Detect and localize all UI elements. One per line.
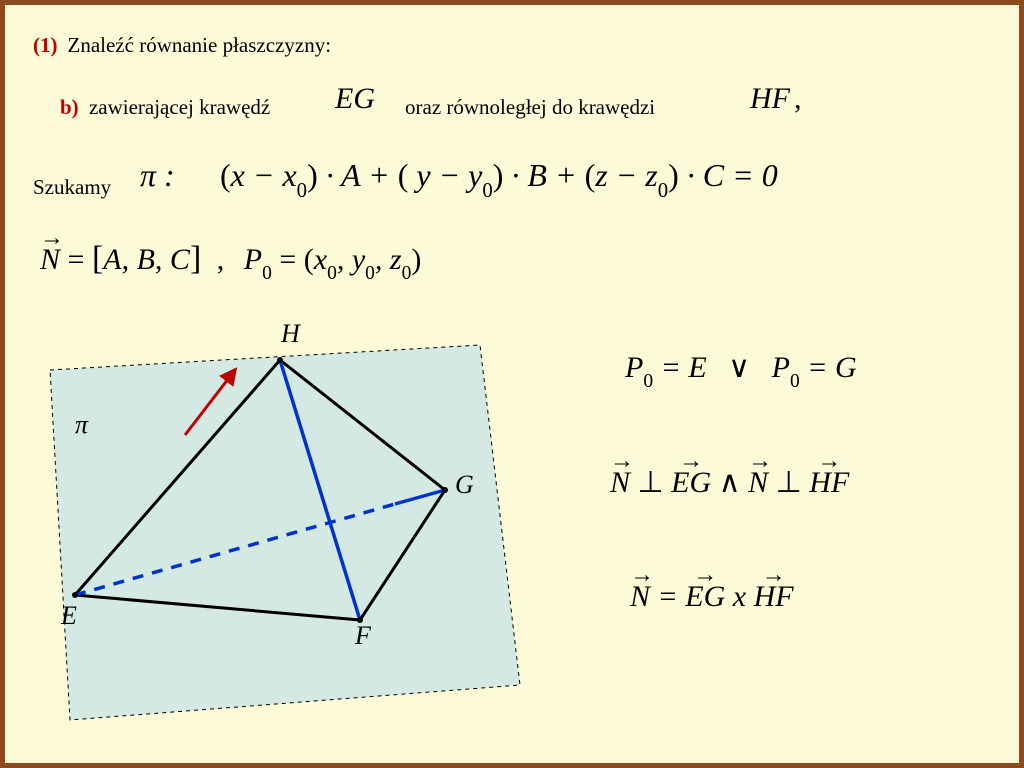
- plane-polygon: [50, 345, 520, 720]
- P0-open: = (: [279, 243, 313, 276]
- sub-label-b: b): [60, 95, 79, 119]
- eq-N-perp: N ⊥ EG ∧ N ⊥ HF: [610, 465, 849, 500]
- eq-sign: =: [68, 243, 92, 276]
- problem-number: (1): [33, 33, 58, 57]
- label-F: F: [355, 621, 371, 651]
- edge-HF: HF,: [750, 82, 802, 116]
- edge-EG: EG: [335, 82, 375, 116]
- vector-N: N: [40, 243, 60, 277]
- label-H: H: [281, 319, 300, 349]
- eq-P0-choice: P0 = E ∨ P0 = G: [625, 350, 857, 390]
- vector-and-point-line: N = [A, B, C] , P0 = (x0, y0, z0): [40, 240, 421, 282]
- problem-number-row: (1) Znaleźć równanie płaszczyzny:: [33, 33, 331, 58]
- slide-frame: (1) Znaleźć równanie płaszczyzny: b) zaw…: [0, 0, 1024, 768]
- problem-text: Znaleźć równanie płaszczyzny:: [68, 33, 332, 57]
- label-G: G: [455, 470, 474, 500]
- vertex-G: [442, 487, 448, 493]
- szukamy-label: Szukamy: [33, 175, 111, 200]
- diagram-area: H N π G E F: [25, 315, 545, 768]
- vector-components: A, B, C: [103, 243, 190, 276]
- plane-equation: (x − x0) · A + ( y − y0) · B + (z − z0) …: [220, 157, 778, 199]
- sub-b-part1: zawierającej krawędź: [89, 95, 270, 119]
- P0-symbol: P0: [244, 243, 272, 276]
- sub-b-row: b) zawierającej krawędź: [60, 95, 270, 120]
- sub-b-part2: oraz równoległej do krawędzi: [405, 95, 655, 120]
- label-E: E: [61, 601, 77, 631]
- eq-N-cross: N = EG x HF: [630, 580, 794, 614]
- vertex-H: [277, 357, 283, 363]
- label-pi: π: [75, 410, 88, 440]
- comma-sep: ,: [217, 243, 225, 276]
- pi-colon: π :: [140, 157, 175, 194]
- bracket-close: ]: [190, 240, 201, 277]
- diagram-svg: [25, 315, 545, 755]
- vertex-E: [72, 592, 78, 598]
- bracket-open: [: [92, 240, 103, 277]
